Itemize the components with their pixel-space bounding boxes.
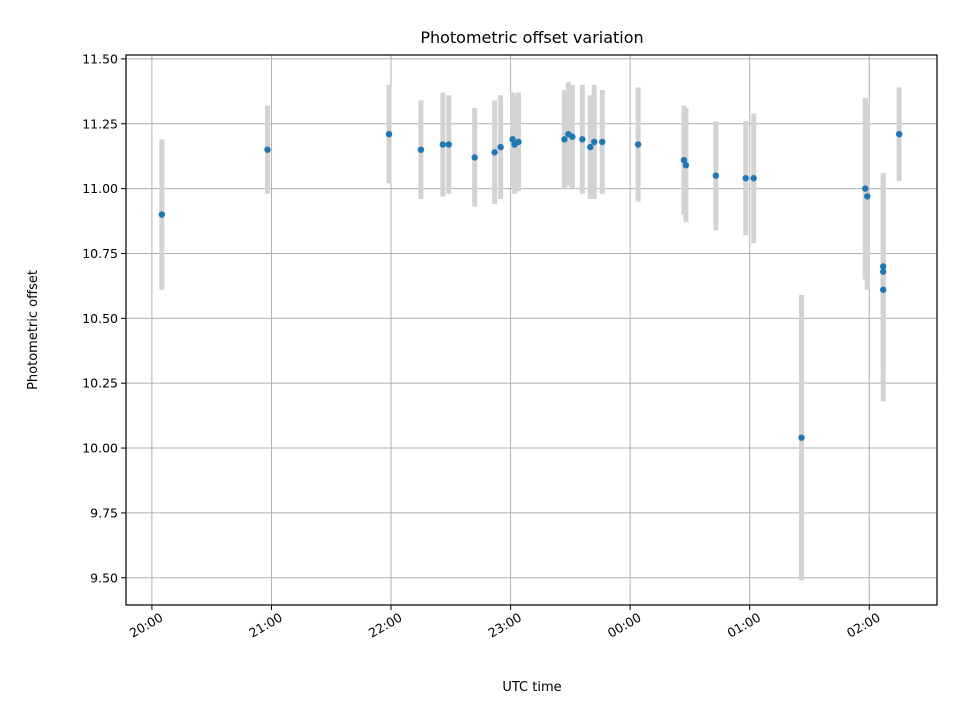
chart-title: Photometric offset variation: [420, 28, 643, 47]
data-point: [879, 263, 887, 270]
data-point: [385, 130, 393, 138]
data-point: [599, 138, 606, 146]
data-point: [445, 141, 453, 148]
data-point: [895, 130, 903, 138]
data-point: [879, 286, 887, 293]
data-point: [682, 162, 690, 169]
data-point: [862, 185, 869, 192]
y-axis-ticks: 9.50 9.75 10.00 10.25 10.50 10.75 11.00 11.25 11…: [82, 51, 126, 585]
data-points: [158, 130, 903, 441]
data-point: [515, 138, 522, 146]
data-point: [509, 136, 516, 143]
y-tick-label: 10.25: [82, 376, 118, 391]
y-tick-label: 10.75: [82, 246, 118, 261]
plot-frame: [125, 54, 938, 606]
data-point: [471, 154, 478, 161]
grid-lines: [126, 55, 937, 605]
data-point: [864, 193, 871, 200]
data-point: [561, 136, 568, 143]
y-axis-label: Photometric offset: [26, 270, 41, 390]
data-point: [497, 143, 504, 151]
data-point: [680, 156, 688, 164]
data-point: [569, 133, 576, 140]
y-tick-label: 11.50: [82, 51, 118, 66]
data-point: [439, 141, 447, 148]
data-point: [579, 136, 586, 143]
y-tick-label: 10.50: [82, 311, 118, 326]
x-axis-label: UTC time: [502, 680, 561, 695]
data-point: [417, 146, 425, 153]
y-tick-label: 9.75: [90, 505, 118, 520]
y-tick-label: 9.50: [90, 570, 118, 585]
data-point: [264, 146, 271, 153]
data-point: [798, 434, 805, 441]
data-point: [634, 141, 642, 148]
data-point: [587, 143, 594, 151]
y-tick-label: 11.00: [82, 181, 118, 196]
data-point: [491, 149, 498, 156]
y-tick-label: 11.25: [82, 116, 118, 131]
data-point: [712, 172, 720, 179]
data-point: [750, 175, 757, 182]
y-tick-label: 10.00: [82, 441, 118, 456]
data-point: [879, 268, 887, 275]
data-point: [742, 175, 749, 182]
data-point: [158, 211, 166, 218]
data-point: [591, 138, 598, 146]
